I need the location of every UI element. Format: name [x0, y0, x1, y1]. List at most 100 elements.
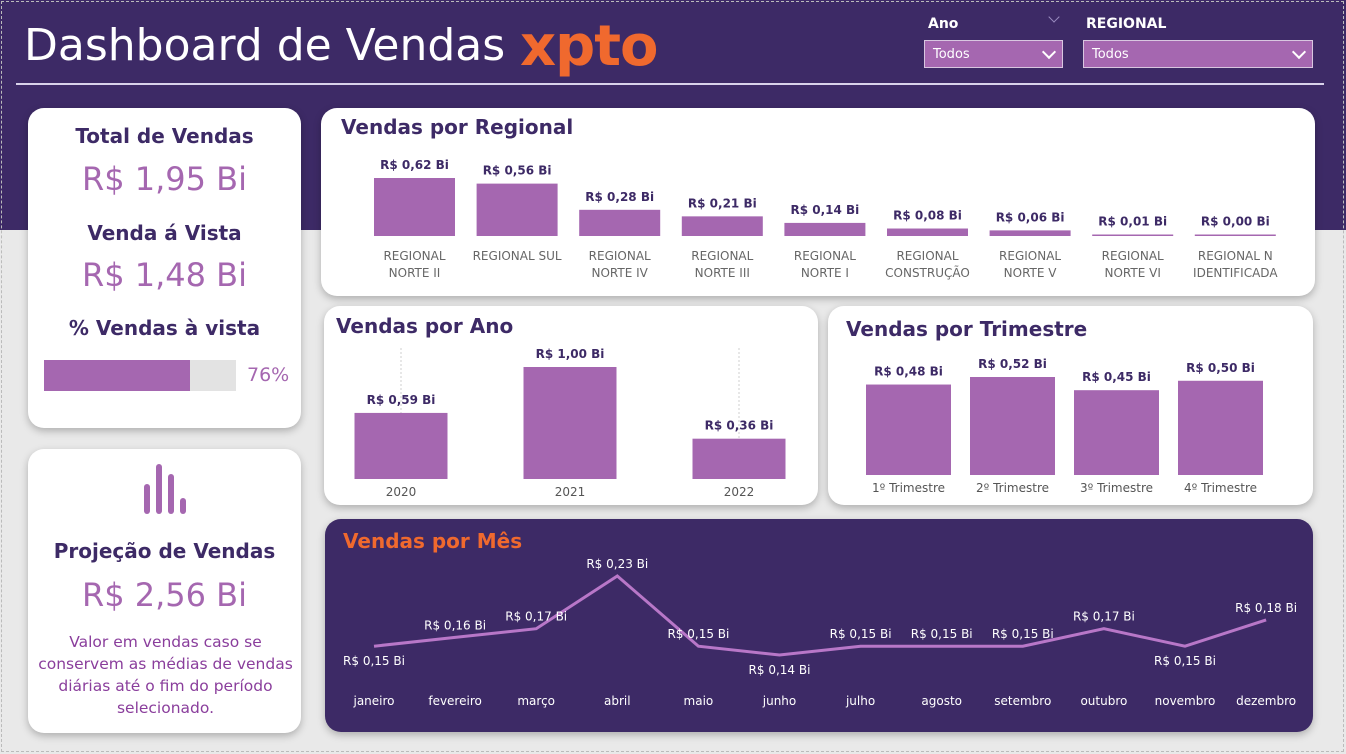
- trimestre-bar-label: R$ 0,52 Bi: [978, 357, 1047, 371]
- ano-bar-chart: R$ 0,59 Bi 2020 R$ 1,00 Bi 2021 R$ 0,36 Bi 20…: [354, 347, 786, 499]
- trimestre-chart-card: Vendas por Trimestre R$ 0,48 Bi 1º Trimes…: [828, 306, 1313, 505]
- regional-category-label: NORTE I: [801, 266, 849, 280]
- page-title: Dashboard de Vendas: [24, 20, 506, 71]
- regional-bar[interactable]: [579, 209, 661, 236]
- regional-bar-label: R$ 0,21 Bi: [688, 196, 757, 210]
- kpi-card: Total de Vendas R$ 1,95 Bi Venda á Vista…: [28, 108, 301, 428]
- regional-bar-chart: R$ 0,62 Bi REGIONAL NORTE II R$ 0,56 Bi REGI…: [374, 158, 1278, 280]
- pct-vista-label: % Vendas à vista: [68, 316, 261, 340]
- projecao-card: Projeção de Vendas R$ 2,56 Bi Valor em v…: [28, 449, 301, 733]
- mes-category-label: julho: [845, 694, 875, 708]
- regional-bar-label: R$ 0,08 Bi: [893, 209, 962, 223]
- mes-category-label: março: [517, 694, 555, 708]
- brand-logo: xpto: [520, 14, 658, 79]
- mes-category-label: junho: [762, 694, 797, 708]
- mes-line-chart: R$ 0,15 Bi janeiro R$ 0,16 Bi fevereiro R$ 0…: [343, 557, 1297, 708]
- ano-filter-dropdown[interactable]: Todos: [924, 40, 1063, 68]
- regional-bar-label: R$ 0,56 Bi: [483, 164, 552, 178]
- projecao-title: Projeção de Vendas: [53, 539, 276, 563]
- ano-bar-label: R$ 0,59 Bi: [367, 393, 436, 407]
- trimestre-category-label: 3º Trimestre: [1080, 481, 1153, 495]
- regional-bar-label: R$ 0,62 Bi: [380, 158, 449, 172]
- regional-filter-value: Todos: [1092, 47, 1129, 62]
- ano-bar[interactable]: [354, 412, 448, 479]
- trimestre-bar-label: R$ 0,48 Bi: [874, 365, 943, 379]
- regional-category-label: REGIONAL: [383, 249, 445, 263]
- mes-point-label: R$ 0,23 Bi: [586, 557, 648, 571]
- pct-vista-progress-fill: [44, 360, 190, 391]
- chevron-down-icon: [1041, 44, 1057, 60]
- chevron-down-icon: [1291, 44, 1307, 60]
- regional-category-label: REGIONAL: [896, 249, 958, 263]
- mes-category-label: janeiro: [352, 694, 394, 708]
- mes-series-line[interactable]: [373, 574, 1267, 657]
- regional-category-label: NORTE V: [1004, 266, 1058, 280]
- regional-bar[interactable]: [989, 230, 1071, 236]
- regional-bar[interactable]: [784, 222, 866, 236]
- regional-bar-label: R$ 0,00 Bi: [1201, 215, 1270, 229]
- regional-category-label: REGIONAL: [691, 249, 753, 263]
- ano-bar[interactable]: [523, 367, 617, 479]
- mes-chart-card: Vendas por Mês R$ 0,15 Bi janeiro R$ 0,16 …: [325, 519, 1313, 732]
- mes-point-label: R$ 0,15 Bi: [1154, 654, 1216, 668]
- regional-bar[interactable]: [476, 183, 558, 236]
- regional-bar[interactable]: [681, 216, 763, 236]
- trimestre-bar-label: R$ 0,45 Bi: [1082, 370, 1151, 384]
- regional-category-label: NORTE III: [695, 266, 750, 280]
- mes-point-label: R$ 0,15 Bi: [992, 627, 1054, 641]
- mes-point-label: R$ 0,16 Bi: [424, 618, 486, 632]
- regional-bar-label: R$ 0,06 Bi: [996, 210, 1065, 224]
- regional-category-label: NORTE VI: [1105, 266, 1161, 280]
- regional-bar[interactable]: [1092, 234, 1174, 237]
- mes-point-label: R$ 0,15 Bi: [667, 627, 729, 641]
- trimestre-bar-chart: R$ 0,48 Bi 1º Trimestre R$ 0,52 Bi 2º Trime…: [866, 357, 1263, 495]
- ano-category-label: 2022: [724, 485, 755, 499]
- trimestre-bar[interactable]: [970, 377, 1055, 475]
- regional-bar-label: R$ 0,14 Bi: [790, 203, 859, 217]
- trimestre-chart-title: Vendas por Trimestre: [846, 317, 1088, 341]
- regional-category-label: REGIONAL: [794, 249, 856, 263]
- trimestre-bar[interactable]: [866, 384, 951, 475]
- trimestre-bar-label: R$ 0,50 Bi: [1186, 361, 1255, 375]
- bar-chart-icon: [144, 464, 186, 514]
- projecao-description: Valor em vendas caso se conservem as méd…: [38, 633, 293, 717]
- regional-category-label: NORTE IV: [592, 266, 649, 280]
- mes-category-label: dezembro: [1236, 694, 1296, 708]
- pct-vista-progress-bar: [44, 360, 236, 391]
- mes-chart-title: Vendas por Mês: [343, 529, 523, 553]
- mes-point-label: R$ 0,17 Bi: [505, 610, 567, 624]
- regional-bar[interactable]: [887, 228, 968, 236]
- ano-filter-label: Ano: [928, 16, 959, 32]
- trimestre-bar[interactable]: [1178, 380, 1263, 475]
- mes-category-label: agosto: [921, 694, 962, 708]
- ano-bar[interactable]: [692, 438, 786, 479]
- trimestre-category-label: 4º Trimestre: [1184, 481, 1257, 495]
- mes-point-label: R$ 0,15 Bi: [830, 627, 892, 641]
- regional-category-label: NORTE II: [389, 266, 441, 280]
- header-divider: [16, 83, 1324, 85]
- mes-category-label: maio: [684, 694, 714, 708]
- trimestre-bar[interactable]: [1074, 390, 1159, 475]
- mes-category-label: setembro: [994, 694, 1051, 708]
- regional-bar-label: R$ 0,01 Bi: [1098, 215, 1167, 229]
- ano-filter-value: Todos: [933, 47, 970, 62]
- projecao-value: R$ 2,56 Bi: [81, 576, 248, 614]
- regional-category-label: REGIONAL: [1102, 249, 1164, 263]
- ano-chart-title: Vendas por Ano: [336, 314, 514, 338]
- regional-category-label: REGIONAL: [589, 249, 651, 263]
- regional-bar[interactable]: [1194, 234, 1276, 237]
- regional-filter-dropdown[interactable]: Todos: [1083, 40, 1313, 68]
- pct-vista-value: 76%: [247, 364, 290, 386]
- regional-filter-label: REGIONAL: [1086, 16, 1167, 32]
- total-vendas-label: Total de Vendas: [75, 124, 254, 148]
- regional-category-label: REGIONAL SUL: [473, 249, 562, 263]
- total-vendas-value: R$ 1,95 Bi: [81, 160, 248, 198]
- mes-category-label: novembro: [1155, 694, 1216, 708]
- regional-category-label: REGIONAL N: [1198, 249, 1273, 263]
- trimestre-category-label: 1º Trimestre: [872, 481, 945, 495]
- ano-category-label: 2021: [555, 485, 586, 499]
- regional-chart-title: Vendas por Regional: [341, 115, 574, 139]
- regional-bar[interactable]: [374, 178, 455, 236]
- mes-point-label: R$ 0,17 Bi: [1073, 610, 1135, 624]
- mes-point-label: R$ 0,15 Bi: [343, 654, 405, 668]
